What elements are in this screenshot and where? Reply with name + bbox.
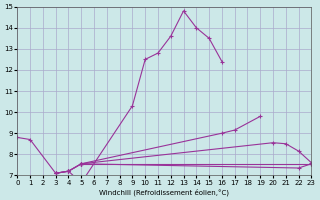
X-axis label: Windchill (Refroidissement éolien,°C): Windchill (Refroidissement éolien,°C) (100, 188, 229, 196)
